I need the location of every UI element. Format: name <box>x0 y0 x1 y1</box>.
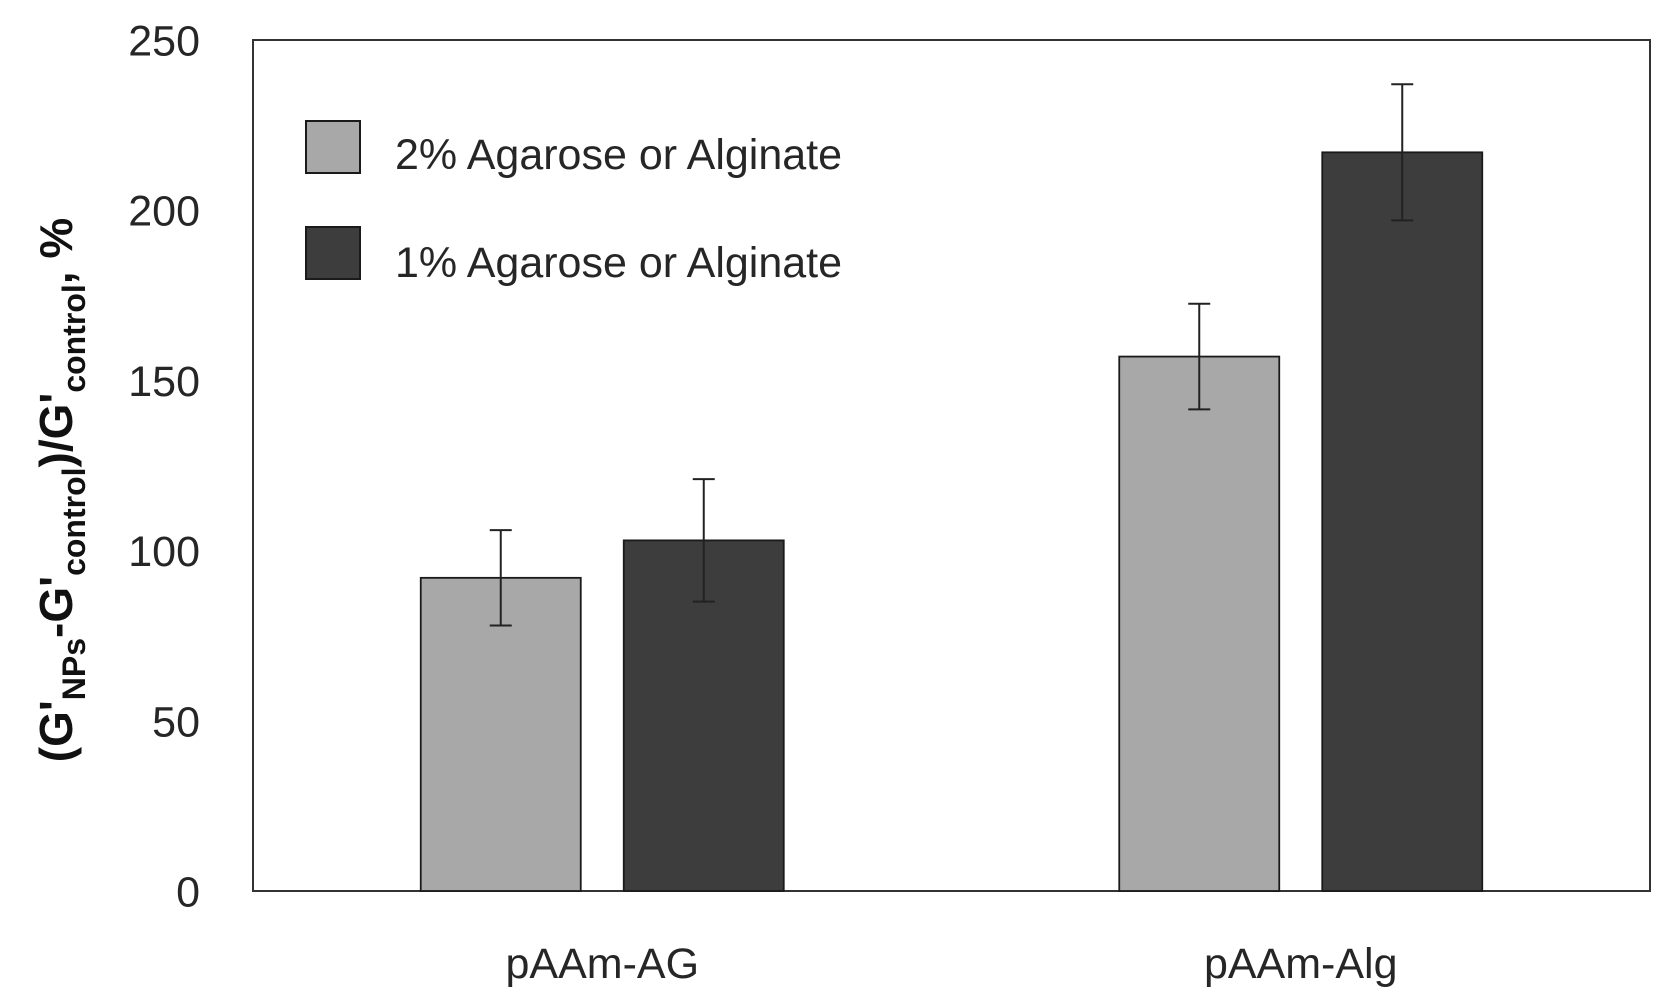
legend-item-series-0: 2% Agarose or Alginate <box>305 120 842 179</box>
error-bars-layer <box>489 83 1414 627</box>
y-axis-label-part: , % <box>30 218 82 284</box>
y-axis-label-part: -G' <box>30 576 82 638</box>
y-axis-label-subscript: NPs <box>56 638 92 700</box>
legend-item-series-1: 1% Agarose or Alginate <box>305 226 842 287</box>
y-tick-label: 200 <box>128 188 200 236</box>
y-tick-label: 100 <box>128 528 200 576</box>
y-tick-label: 0 <box>176 868 200 916</box>
error-bar-light-pAAm-Alg <box>1188 302 1211 411</box>
plot-frame <box>252 39 1651 892</box>
legend-swatch-light <box>305 120 361 174</box>
error-bar-light-pAAm-AG <box>489 529 512 627</box>
bar-light-pAAm-Alg <box>1118 355 1281 892</box>
y-axis-label-subscript: control <box>56 284 92 392</box>
error-bar-dark-pAAm-AG <box>692 478 715 603</box>
x-category-label: pAAm-Alg <box>1204 940 1398 988</box>
y-tick-label: 150 <box>128 358 200 406</box>
y-axis-label: (G'NPs-G'control)/G'control, % <box>30 218 92 763</box>
legend-label: 2% Agarose or Alginate <box>395 131 842 179</box>
y-axis-label-subscript: control <box>56 467 92 575</box>
y-axis-label-part: )/G' <box>30 393 82 468</box>
legend-label: 1% Agarose or Alginate <box>395 239 842 287</box>
y-tick-label: 50 <box>152 698 200 746</box>
x-category-labels: pAAm-AG pAAm-Alg <box>505 940 1397 988</box>
x-category-label: pAAm-AG <box>505 940 699 988</box>
y-axis-label-part: (G' <box>30 700 82 762</box>
bar-dark-pAAm-Alg <box>1321 151 1484 892</box>
legend: 2% Agarose or Alginate 1% Agarose or Alg… <box>305 120 842 287</box>
error-bar-dark-pAAm-Alg <box>1391 83 1414 222</box>
bars-layer <box>419 151 1484 892</box>
y-tick-label: 250 <box>128 17 200 65</box>
legend-swatch-dark <box>305 226 361 280</box>
y-tick-labels: 0 50 100 150 200 250 <box>128 17 200 916</box>
